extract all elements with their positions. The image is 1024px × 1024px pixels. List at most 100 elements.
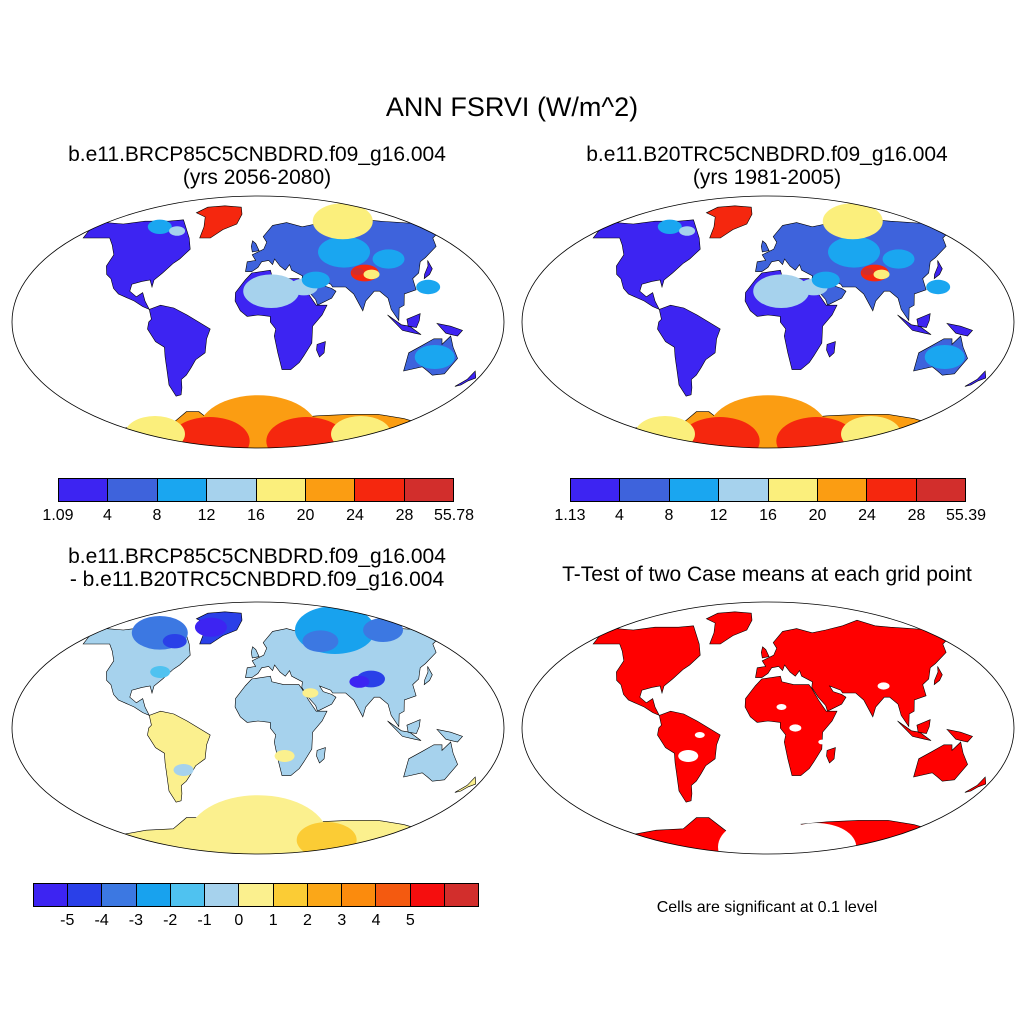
landmass-new-zealand: [454, 776, 477, 793]
map-future: [11, 195, 505, 449]
colorbar-tick-label: 8: [152, 507, 162, 524]
colorbar-labels-difference: -5 -4 -3 -2 -1 0 1 2 3 4 5: [33, 912, 479, 932]
colorbar-tick-label: 4: [103, 507, 112, 524]
landmass-new-guinea: [946, 322, 974, 337]
colorbar-labels-historical: 1.13 4 8 12 16 20 24 28 55.39: [554, 507, 986, 527]
landmass-madagascar: [826, 341, 836, 358]
panel-title-line1: b.e11.BRCP85C5CNBDRD.f09_g16.004: [68, 143, 446, 166]
colorbar-swatch: [170, 884, 206, 906]
colorbar-swatch: [376, 884, 411, 906]
map-frame: [521, 195, 1015, 449]
panel-title-ttest: T-Test of two Case means at each grid po…: [562, 563, 972, 586]
colorbar-swatch: [34, 884, 69, 906]
map-frame: [11, 195, 505, 449]
main-title: ANN FSRVI (W/m^2): [385, 92, 639, 122]
landmass-new-guinea: [436, 322, 464, 337]
panel-title-line1: b.e11.BRCP85C5CNBDRD.f09_g16.004: [68, 545, 446, 568]
landmass-japan: [423, 260, 433, 280]
colorbar-swatch: [867, 479, 917, 501]
landmass-indonesia: [387, 314, 422, 335]
colorbar-tick-label: 12: [709, 507, 728, 524]
colorbar-swatch: [256, 479, 306, 501]
colorbar-tick-label: 1.09: [42, 507, 74, 524]
colorbar-labels-future: 1.09 4 8 12 16 20 24 28 55.78: [42, 507, 474, 527]
colorbar-swatch: [59, 479, 109, 501]
panel-title-future: b.e11.BRCP85C5CNBDRD.f09_g16.004 (yrs 20…: [12, 143, 502, 189]
colorbar-tick-label: 24: [858, 507, 876, 524]
colorbar-tick-label: -1: [197, 912, 212, 929]
colorbar-tick-label: 1.13: [554, 507, 586, 524]
colorbar-swatch: [669, 479, 720, 501]
colorbar-tick-label: -4: [94, 912, 109, 929]
colorbar-difference: [33, 883, 479, 907]
colorbar-tick-label: 28: [395, 507, 414, 524]
colorbar-swatch: [817, 479, 868, 501]
landmass-madagascar: [316, 341, 326, 358]
panel-title-difference: b.e11.BRCP85C5CNBDRD.f09_g16.004 - b.e11…: [12, 545, 502, 591]
colorbar-swatch: [444, 884, 479, 906]
landmass-british-isles: [250, 646, 260, 659]
colorbar-tick-label: 2: [303, 912, 312, 929]
colorbar-tick-label: -5: [60, 912, 75, 929]
colorbar-tick-label: 55.39: [945, 507, 987, 524]
colorbar-future: [58, 478, 454, 502]
landmass-british-isles: [760, 646, 770, 659]
colorbar-tick-label: 55.78: [433, 507, 475, 524]
colorbar-swatch: [239, 884, 274, 906]
landmass-new-guinea: [946, 728, 974, 743]
significance-note: Cells are significant at 0.1 level: [656, 899, 878, 916]
colorbar-tick-label: 1: [268, 912, 278, 929]
colorbar-tick-label: 12: [197, 507, 216, 524]
landmass-north-america: [82, 219, 191, 311]
colorbar-tick-label: 0: [234, 912, 244, 929]
landmass-greenland: [705, 611, 753, 645]
landmass-borneo: [916, 313, 931, 328]
landmass-south-america: [147, 710, 211, 803]
colorbar-swatch: [355, 479, 405, 501]
landmass-borneo: [406, 313, 421, 328]
map-ttest: [521, 601, 1015, 855]
landmass-new-zealand: [964, 776, 987, 793]
colorbar-tick-label: 4: [615, 507, 624, 524]
landmass-japan: [423, 666, 433, 686]
landmass-british-isles: [760, 240, 770, 253]
colorbar-tick-label: -2: [163, 912, 178, 929]
colorbar-historical: [570, 478, 966, 502]
landmass-madagascar: [826, 747, 836, 764]
landmass-british-isles: [250, 240, 260, 253]
colorbar-swatch: [307, 884, 343, 906]
colorbar-swatch: [768, 479, 818, 501]
panel-title-line2: (yrs 2056-2080): [182, 166, 332, 189]
landmass-south-america: [147, 304, 211, 397]
map-frame: [11, 601, 505, 855]
colorbar-swatch: [305, 479, 356, 501]
colorbar-tick-label: 4: [371, 912, 381, 929]
landmass-borneo: [406, 719, 421, 734]
landmass-australia: [403, 741, 458, 782]
panel-title-line1: b.e11.B20TRC5CNBDRD.f09_g16.004: [586, 143, 948, 166]
colorbar-swatch: [205, 884, 240, 906]
landmass-indonesia: [387, 720, 422, 741]
landmass-africa: [234, 675, 328, 776]
colorbar-tick-label: 20: [808, 507, 827, 524]
colorbar-swatch: [273, 884, 308, 906]
map-historical: [521, 195, 1015, 449]
landmass-japan: [933, 260, 943, 280]
panel-title-historical: b.e11.B20TRC5CNBDRD.f09_g16.004 (yrs 198…: [522, 143, 1012, 189]
colorbar-tick-label: 5: [405, 912, 415, 929]
landmass-greenland: [195, 205, 243, 239]
colorbar-swatch: [136, 884, 171, 906]
landmass-indonesia: [897, 314, 932, 335]
colorbar-swatch: [620, 479, 670, 501]
landmass-new-guinea: [436, 728, 464, 743]
landmass-indonesia: [897, 720, 932, 741]
colorbar-tick-label: 20: [296, 507, 315, 524]
panel-title-line2: - b.e11.B20TRC5CNBDRD.f09_g16.004: [69, 568, 445, 591]
colorbar-tick-label: 16: [759, 507, 777, 524]
colorbar-swatch: [102, 884, 137, 906]
landmass-south-america: [657, 304, 721, 397]
colorbar-tick-label: 8: [664, 507, 674, 524]
landmass-borneo: [916, 719, 931, 734]
map-frame: [521, 601, 1015, 855]
landmass-madagascar: [316, 747, 326, 764]
